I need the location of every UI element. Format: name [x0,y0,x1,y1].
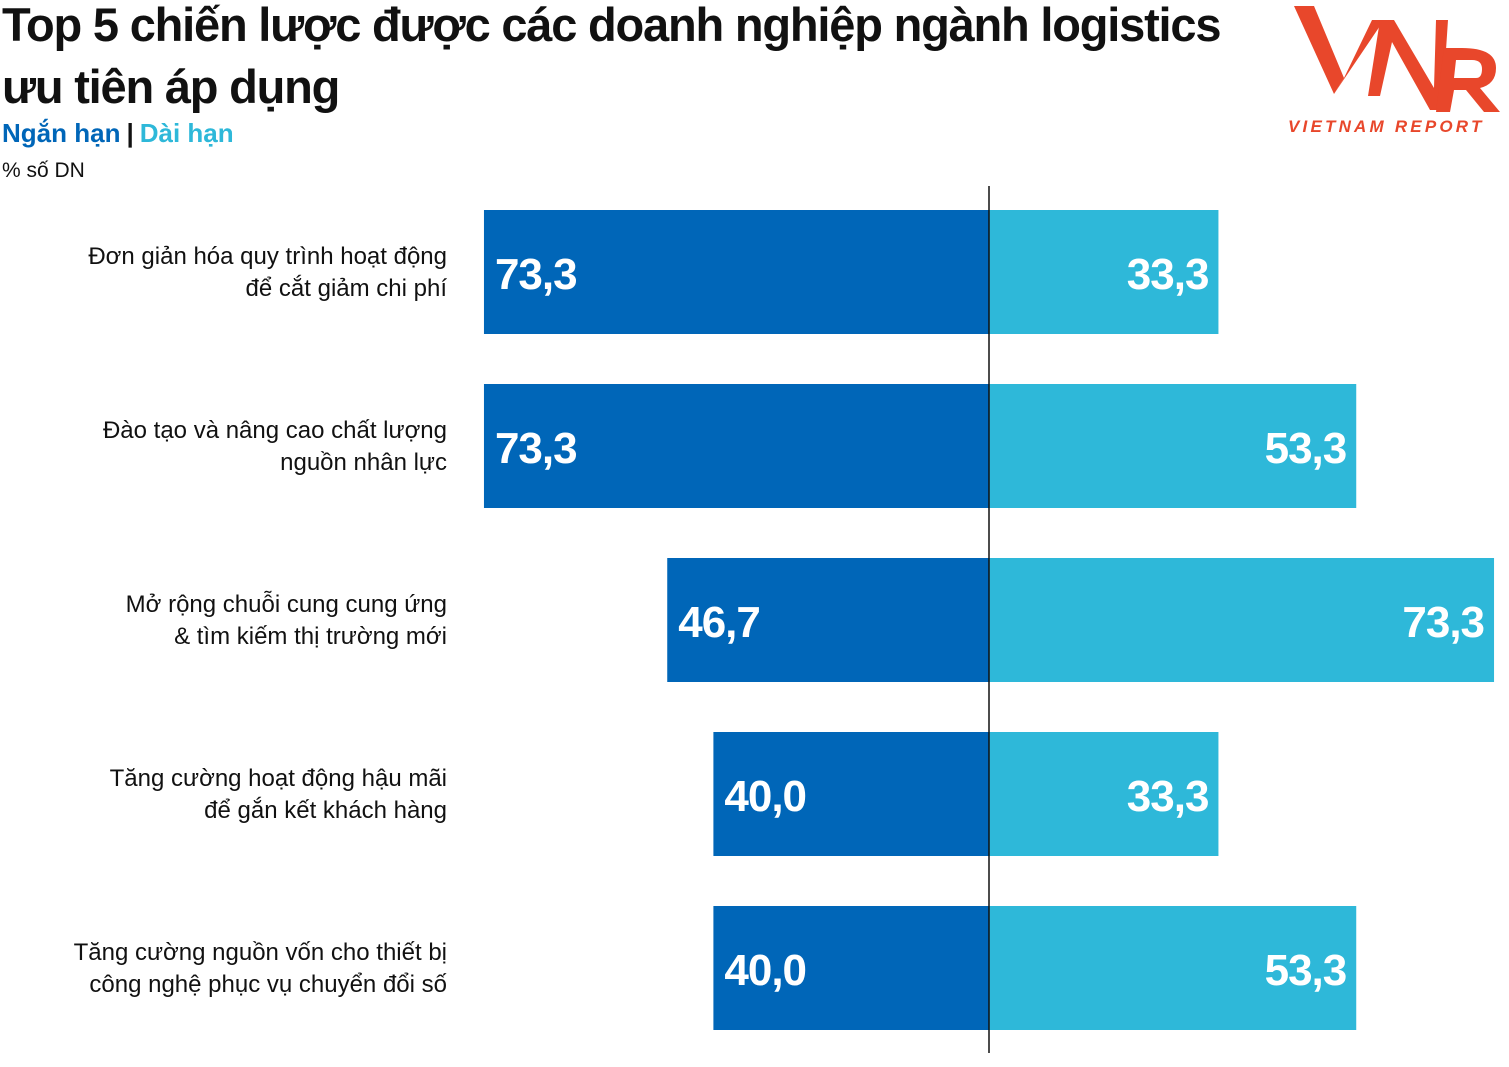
bar-long-term-2 [989,384,1357,508]
page-title: Top 5 chiến lược được các doanh nghiệp n… [2,0,1221,113]
category-label-2: Đào tạo và nâng cao chất lượng nguồn nhân… [103,417,447,476]
bar-short-term-2 [483,384,989,508]
value-label-long-term-5: 53,3 [1265,946,1347,995]
bar-long-term-4 [989,732,1219,856]
category-label-3: Mở rộng chuỗi cung cung ứng & tìm kiếm th… [126,591,447,650]
category-label-4: Tăng cường hoạt động hậu mãi để gắn kết k… [110,765,447,824]
legend-long-term: Dài hạn [139,118,234,148]
legend: Ngắn hạn | Dài hạn [2,118,234,149]
value-label-short-term-3: 46,7 [678,598,760,647]
value-label-short-term-2: 73,3 [495,424,577,473]
category-label-1: Đơn giản hóa quy trình hoạt động để cắt g… [88,243,447,302]
value-label-long-term-3: 73,3 [1402,598,1484,647]
bar-short-term-3 [667,558,989,682]
bar-long-term-5 [989,906,1357,1030]
value-label-long-term-1: 33,3 [1127,250,1209,299]
value-label-short-term-1: 73,3 [495,250,577,299]
legend-separator: | [126,118,134,148]
vnr-logo-mark-icon [1294,6,1500,112]
legend-short-term: Ngắn hạn [2,118,121,148]
unit-label: % số DN [2,159,85,182]
value-label-short-term-4: 40,0 [724,772,806,821]
vnr-logo-text: VIETNAM REPORT [1288,117,1485,136]
value-label-short-term-5: 40,0 [724,946,806,995]
bar-short-term-5 [713,906,989,1030]
bar-long-term-3 [989,558,1495,682]
bar-long-term-1 [989,210,1219,334]
bar-short-term-1 [483,210,989,334]
value-label-long-term-2: 53,3 [1265,424,1347,473]
value-label-long-term-4: 33,3 [1127,772,1209,821]
category-label-5: Tăng cường nguồn vốn cho thiết bị công ng… [74,939,447,998]
vnr-logo: VIETNAM REPORT [1288,6,1500,136]
bar-short-term-4 [713,732,989,856]
